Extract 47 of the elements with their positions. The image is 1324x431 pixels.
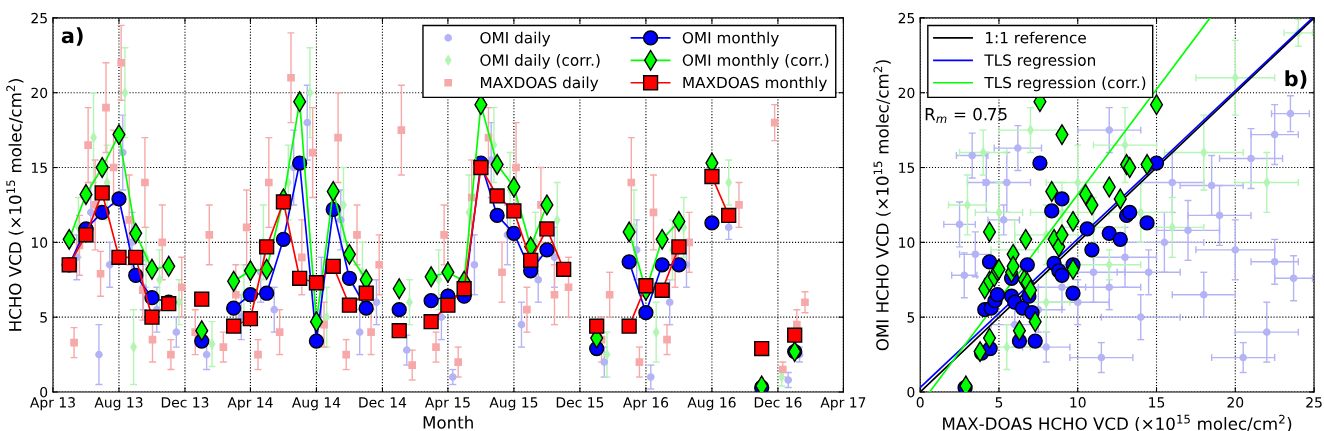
x-tick-label: Dec 13 — [161, 397, 209, 408]
y-tick-label: 20 — [898, 87, 915, 99]
x-tick-label: Dec 15 — [556, 397, 604, 408]
x-tick-label: Apr 17 — [820, 397, 866, 411]
x-tick-label: 25 — [1306, 397, 1322, 408]
x-tick-label: Aug 13 — [94, 397, 143, 411]
x-tick-label: Dec 16 — [754, 397, 802, 408]
y-tick-label: 25 — [31, 12, 47, 24]
y-axis-title: OMI HCHO VCD (×10$^{15}$ molec/cm$^{2}$) — [873, 60, 891, 351]
y-tick-label: 20 — [31, 87, 48, 99]
y-tick-label: 10 — [31, 237, 48, 248]
y-tick-label: 0 — [40, 386, 48, 398]
x-tick-label: Dec 14 — [359, 397, 407, 408]
x-axis-title: MAX-DOAS HCHO VCD (×10$^{15}$ molec/cm$^{2}$) — [943, 414, 1292, 431]
x-tick-label: Apr 15 — [424, 397, 470, 411]
legend-label: MAXDOAS daily — [481, 76, 599, 92]
y-tick-label: 10 — [899, 237, 915, 248]
x-tick-label: 5 — [995, 397, 1003, 408]
legend-label: OMI monthly (corr.) — [682, 54, 829, 69]
annotation: b) — [1285, 70, 1307, 89]
x-tick-label: Aug 16 — [687, 397, 736, 411]
x-tick-label: Aug 14 — [291, 397, 341, 411]
x-tick-label: 20 — [1227, 397, 1244, 408]
legend-label: TLS regression (corr.) — [984, 76, 1146, 92]
legend-label: 1:1 reference — [986, 31, 1086, 44]
y-tick-label: 15 — [31, 162, 47, 173]
y-tick-label: 0 — [907, 386, 915, 398]
x-axis-title: Month — [423, 415, 473, 429]
x-tick-label: 10 — [1070, 397, 1086, 408]
x-tick-label: 0 — [916, 397, 924, 408]
legend-label: MAXDOAS monthly — [683, 76, 827, 92]
y-tick-label: 25 — [898, 12, 915, 24]
legend-label: TLS regression — [984, 54, 1096, 69]
x-tick-label: Apr 16 — [622, 397, 669, 411]
annotation: a) — [61, 27, 83, 46]
legend-label: OMI daily (corr.) — [480, 54, 600, 69]
y-tick-label: 15 — [899, 162, 915, 173]
y-axis-title: HCHO VCD (×10$^{15}$ molec/cm$^{2}$) — [6, 79, 24, 331]
x-tick-label: Apr 14 — [227, 397, 273, 411]
y-tick-label: 5 — [907, 312, 915, 323]
annotation: R$_{m}$ = 0.75 — [925, 107, 1007, 123]
legend-label: OMI monthly — [682, 31, 779, 47]
x-tick-label: Aug 15 — [489, 397, 538, 411]
x-tick-label: Apr 13 — [30, 397, 75, 411]
y-tick-label: 5 — [40, 312, 47, 323]
x-tick-label: 15 — [1149, 397, 1165, 408]
legend-label: OMI daily — [480, 31, 551, 47]
